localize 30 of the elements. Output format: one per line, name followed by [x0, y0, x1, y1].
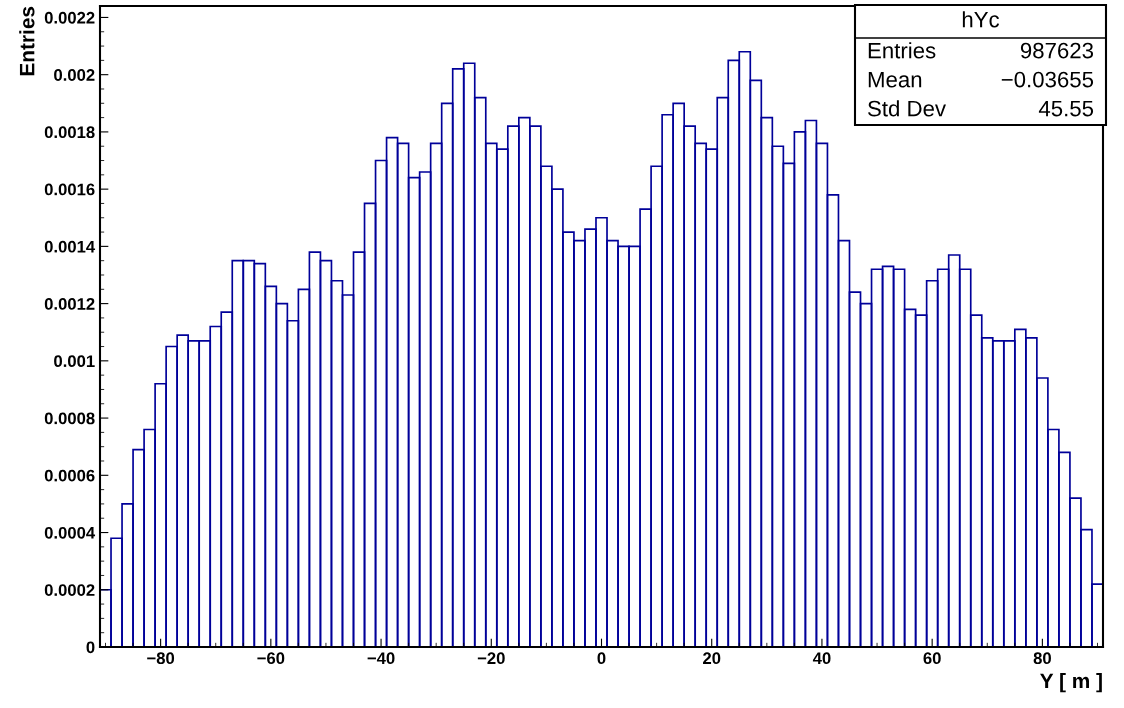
x-tick-label: −80	[147, 652, 175, 665]
y-tick-label: 0.0022	[44, 11, 95, 24]
x-tick-label: 80	[1033, 652, 1051, 665]
x-tick-label: 0	[597, 652, 606, 665]
annotation: Mean	[868, 71, 922, 88]
x-tick-label: 60	[923, 652, 941, 665]
y-tick-label: 0.0014	[44, 240, 96, 253]
y-tick-label: 0.0006	[44, 469, 95, 482]
x-axis-title: Y [ m ]	[1040, 672, 1102, 693]
y-tick-label: 0.002	[54, 69, 95, 81]
x-tick-label: −20	[477, 652, 505, 665]
y-tick-label: 0.0008	[44, 412, 95, 425]
annotation: Entries	[868, 42, 936, 59]
y-tick-label: 0.0016	[44, 183, 95, 196]
y-tick-label: 0	[86, 641, 95, 654]
annotation: hYc	[962, 11, 1000, 28]
annotation: −0.03655	[1001, 71, 1094, 88]
annotation: 987623	[1020, 42, 1094, 59]
annotation: Std Dev	[868, 100, 946, 117]
y-tick-label: 0.001	[54, 355, 95, 368]
annotation: 45.55	[1038, 100, 1094, 117]
x-tick-label: 20	[703, 652, 721, 665]
x-tick-label: 40	[812, 652, 831, 665]
y-tick-label: 0.0012	[44, 298, 95, 310]
x-tick-label: −40	[367, 652, 395, 665]
y-tick-label: 0.0018	[44, 126, 95, 139]
y-tick-label: 0.0004	[44, 526, 96, 539]
x-tick-label: −60	[257, 652, 285, 665]
y-axis-title: Entries	[19, 6, 35, 76]
y-tick-label: 0.0002	[44, 584, 95, 596]
